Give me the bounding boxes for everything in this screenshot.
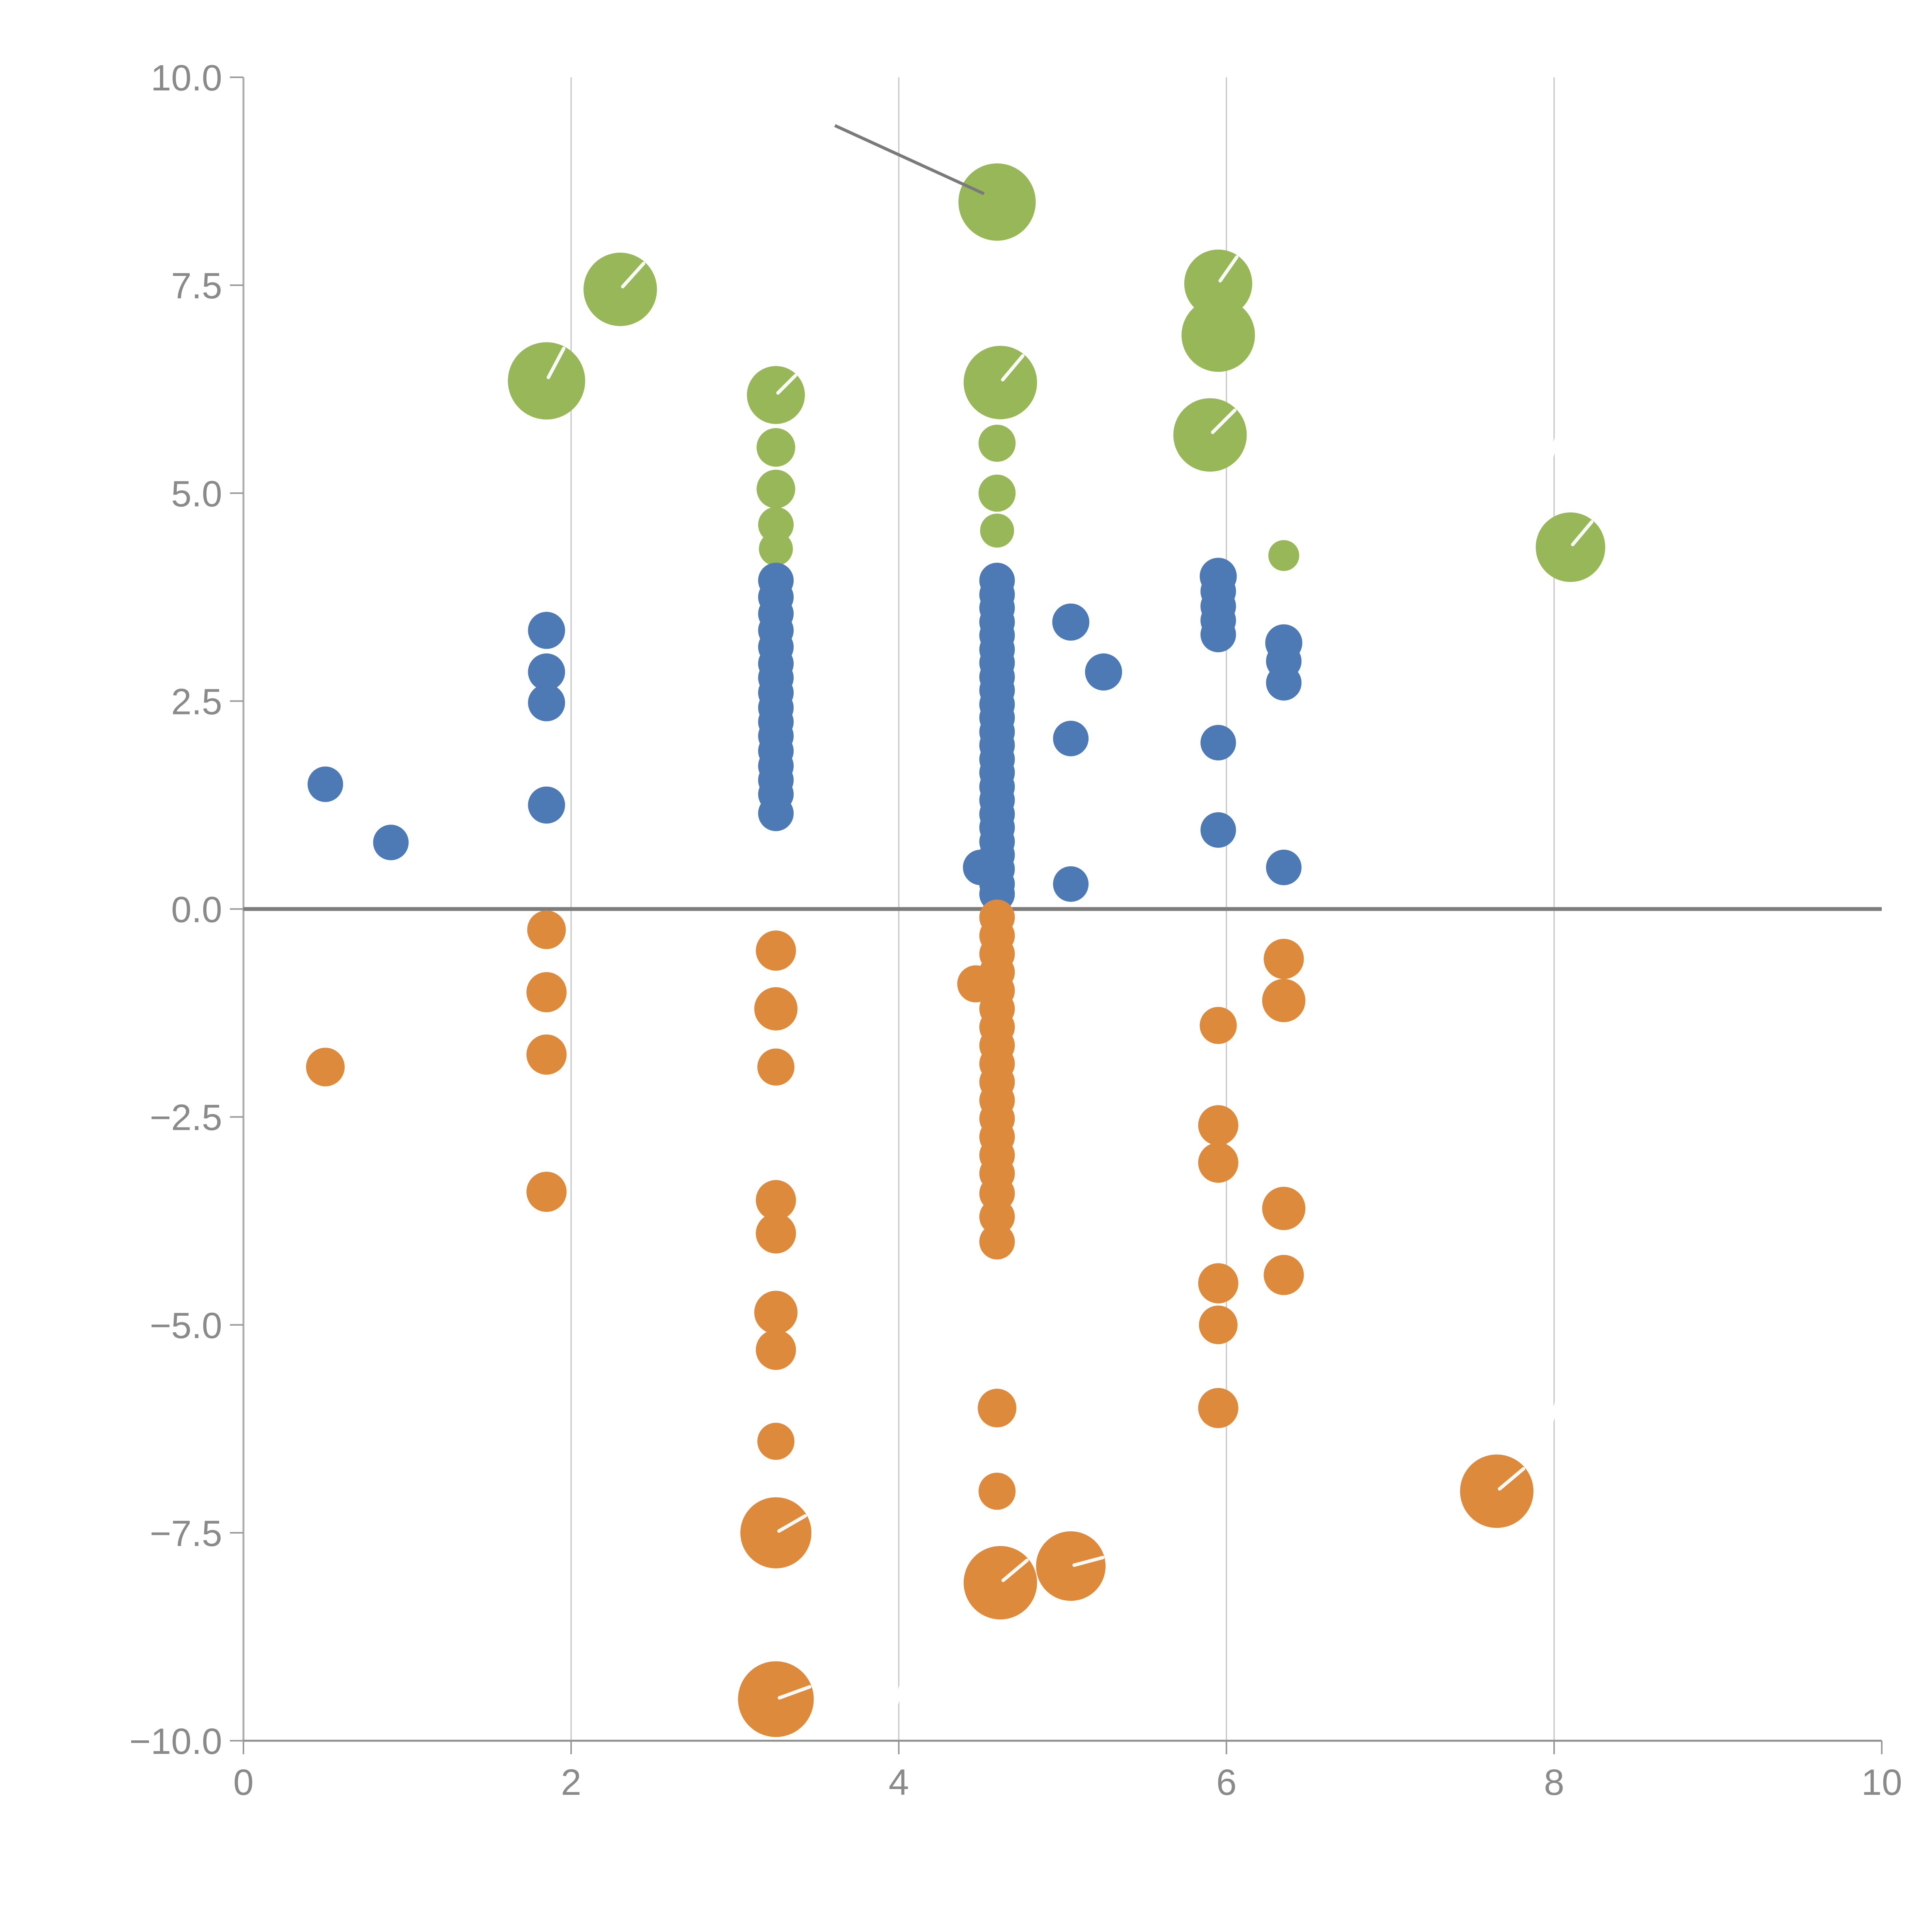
orange-series-point-4: [526, 1172, 567, 1212]
orange-series-point-36-highlight: [1001, 1558, 1029, 1582]
y-tick-label-4: 0.0: [171, 889, 222, 930]
orange-series-point-33: [957, 965, 995, 1003]
green-series-point-16: [1268, 540, 1299, 571]
orange-series-point-7: [757, 1048, 794, 1086]
y-tick-label-1: −7.5: [150, 1513, 222, 1554]
orange-series-point-45: [1262, 979, 1306, 1022]
orange-series-point-11: [756, 1330, 796, 1370]
green-series-point-5-highlight: [1001, 354, 1025, 382]
green-series-point-4-highlight: [546, 347, 566, 379]
annotation-line: [834, 124, 985, 195]
blue-series-point-21: [758, 795, 794, 831]
x-tick-label-3: 6: [1216, 1762, 1237, 1803]
orange-series-point-13: [740, 1497, 811, 1568]
green-series-point-3: [1181, 298, 1255, 372]
green-series-point-11: [758, 507, 794, 543]
orange-series-point-37: [1036, 1531, 1106, 1601]
orange-series-point-5: [756, 930, 796, 971]
blue-series-point-49: [1053, 721, 1089, 757]
y-tick-label-5: 2.5: [171, 681, 222, 722]
orange-series-point-10: [754, 1291, 798, 1334]
blue-series-point-3: [528, 653, 565, 691]
green-series-point-14: [978, 474, 1016, 512]
orange-series-point-37-highlight: [1072, 1556, 1105, 1567]
orange-series-point-43: [1198, 1388, 1238, 1428]
blue-series-point-4: [528, 684, 565, 721]
orange-series-point-32: [979, 1224, 1015, 1260]
blue-series-point-1: [373, 825, 409, 861]
green-series-point-9: [757, 428, 795, 467]
blue-series-point-48: [1085, 653, 1122, 691]
x-tick-label-5: 10: [1861, 1762, 1902, 1803]
blue-series-point-55: [1200, 617, 1236, 653]
orange-series-point-44: [1264, 939, 1304, 979]
green-series-point-6-highlight: [776, 374, 797, 395]
orange-series-point-2: [526, 972, 567, 1012]
blue-series-point-5: [528, 786, 565, 824]
x-tick-label-0: 0: [233, 1762, 254, 1803]
blue-series-point-0: [308, 766, 343, 802]
green-series-point-2-highlight: [1218, 255, 1239, 283]
orange-series-point-38: [1199, 1007, 1237, 1044]
orange-series-point-48-highlight: [1498, 1467, 1526, 1491]
orange-series-point-31: [979, 1199, 1015, 1235]
orange-series-point-3: [526, 1034, 567, 1075]
blue-series-point-45: [963, 849, 998, 885]
y-tick-label-2: −5.0: [150, 1305, 222, 1346]
y-tick-label-0: −10.0: [129, 1721, 222, 1762]
blue-series-point-50: [1053, 866, 1089, 902]
y-tick-label-6: 5.0: [171, 473, 222, 514]
orange-series-point-14-highlight: [777, 1685, 811, 1700]
orange-series-point-12: [757, 1423, 794, 1460]
green-series-point-8: [1536, 512, 1605, 582]
grid-dash-0: [892, 1678, 906, 1712]
orange-series-point-13-highlight: [777, 1514, 807, 1533]
orange-series-point-6: [754, 987, 798, 1031]
x-tick-label-4: 8: [1544, 1762, 1565, 1803]
blue-series-point-60: [1266, 665, 1302, 701]
y-tick-label-8: 10.0: [151, 58, 222, 99]
green-series-point-5: [963, 345, 1037, 419]
blue-series-point-56: [1200, 725, 1236, 760]
orange-series-point-0: [306, 1048, 345, 1087]
blue-series-point-2: [528, 612, 565, 649]
green-series-point-1: [583, 252, 657, 326]
green-series-point-13: [978, 425, 1016, 462]
blue-series-point-47: [1052, 603, 1090, 641]
orange-series-point-42: [1199, 1305, 1238, 1344]
orange-series-point-39: [1198, 1105, 1238, 1146]
orange-series-point-48: [1460, 1454, 1534, 1528]
green-series-point-15: [980, 514, 1014, 548]
orange-series-point-34: [978, 1389, 1017, 1427]
green-series-point-2: [1184, 249, 1252, 318]
x-tick-label-1: 2: [561, 1762, 582, 1803]
green-series-point-7-highlight: [1211, 408, 1236, 434]
green-series-point-8-highlight: [1571, 520, 1594, 546]
green-series-point-12: [759, 532, 793, 566]
orange-series-point-36: [963, 1546, 1037, 1620]
grid-dash-1: [1547, 430, 1561, 464]
x-tick-label-2: 4: [889, 1762, 909, 1803]
orange-series-point-40: [1198, 1143, 1238, 1183]
orange-series-point-35: [978, 1473, 1016, 1510]
green-series-point-10: [757, 469, 795, 509]
blue-series-point-61: [1266, 849, 1302, 885]
y-tick-label-7: 7.5: [171, 265, 222, 306]
green-series-point-0: [958, 163, 1036, 241]
orange-series-point-41: [1198, 1263, 1238, 1304]
orange-series-point-47: [1264, 1255, 1304, 1295]
blue-series-point-57: [1200, 812, 1236, 848]
green-series-point-4: [508, 342, 585, 420]
orange-series-point-46: [1262, 1187, 1306, 1230]
y-tick-label-3: −2.5: [150, 1097, 222, 1138]
grid-dash-2: [1547, 1395, 1561, 1429]
orange-series-point-14: [738, 1661, 814, 1737]
green-series-point-1-highlight: [621, 262, 646, 289]
orange-series-point-8: [756, 1180, 796, 1220]
orange-series-point-9: [756, 1213, 796, 1253]
orange-series-point-1: [527, 910, 566, 949]
